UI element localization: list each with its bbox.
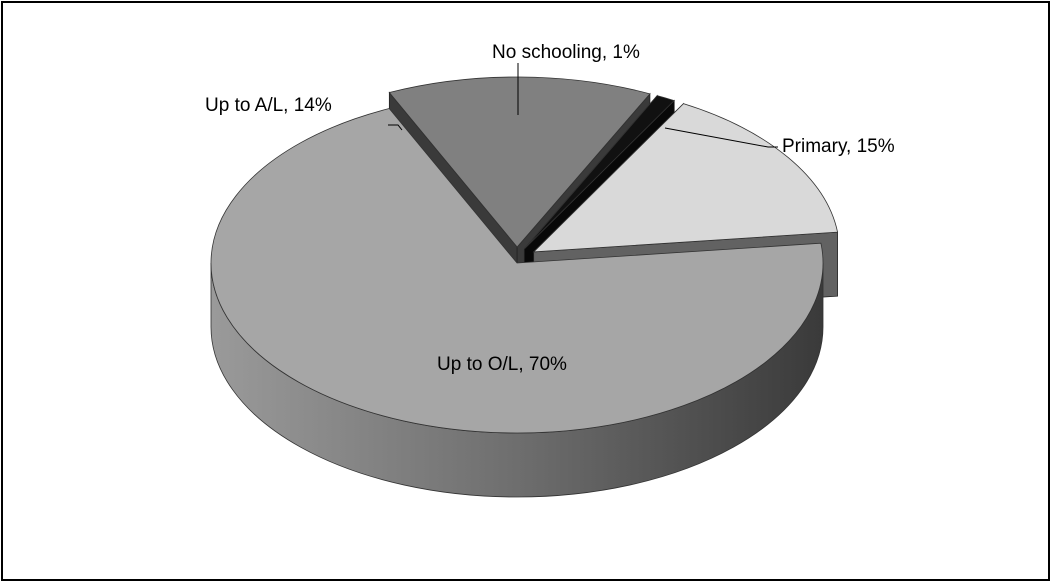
leader-line-up-to-al bbox=[388, 124, 403, 131]
data-label-primary: Primary, 15% bbox=[782, 136, 895, 157]
data-label-up-to-ol: Up to O/L, 70% bbox=[437, 354, 567, 375]
pie-slice-up-to-o-l bbox=[210, 108, 824, 498]
data-label-no-schooling: No schooling, 1% bbox=[492, 42, 640, 63]
data-label-up-to-al: Up to A/L, 14% bbox=[205, 95, 332, 116]
pie-slice-top-up-to-o-l bbox=[210, 108, 824, 434]
leader-line-primary bbox=[664, 127, 778, 148]
pie-slice-top-up-to-a-l bbox=[388, 76, 651, 248]
pie-slice-top-primary bbox=[532, 103, 839, 253]
pie-slice-top-no-schooling bbox=[524, 95, 675, 250]
